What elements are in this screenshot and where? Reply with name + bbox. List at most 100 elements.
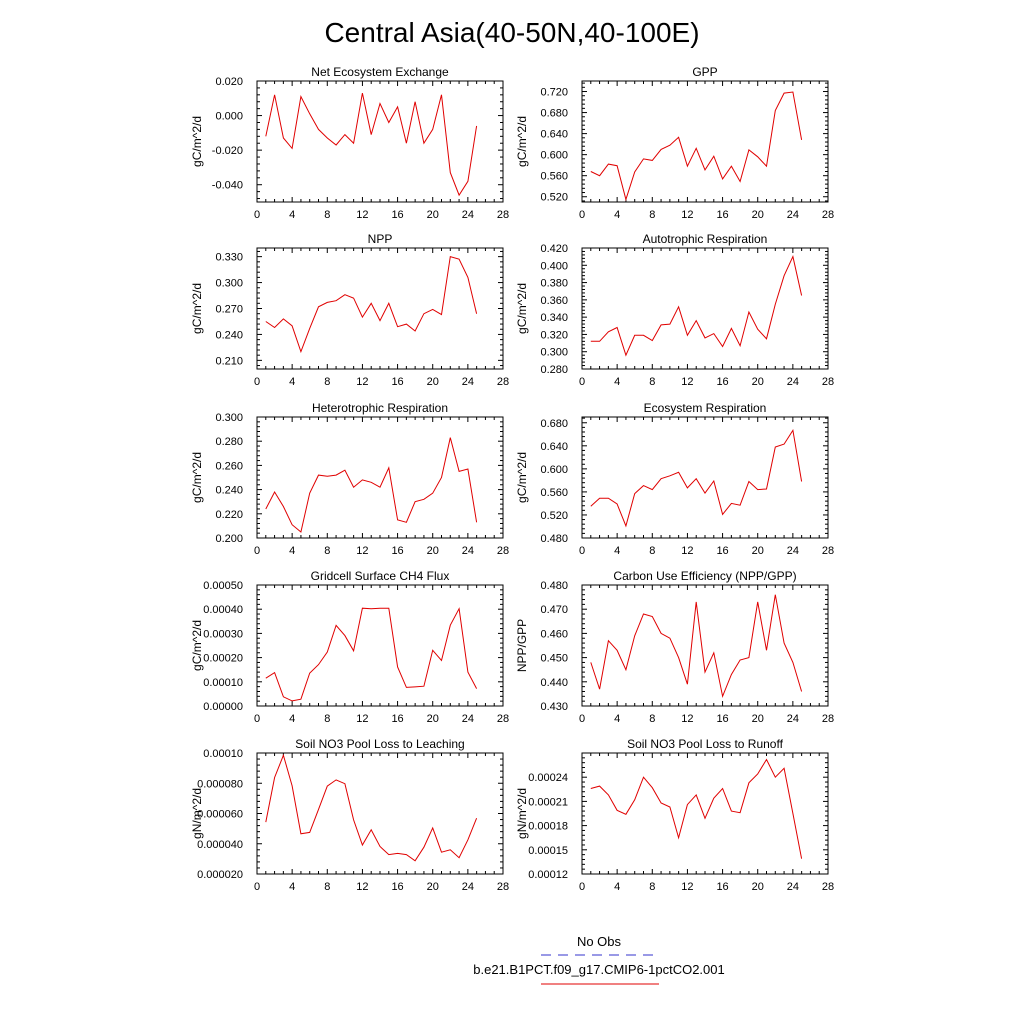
y-tick-label: 0.00024: [528, 772, 568, 784]
y-tick-label: 0.600: [540, 464, 568, 476]
x-tick-label: 12: [356, 545, 368, 557]
series-line-0: [590, 255, 803, 357]
x-tick-label: 28: [497, 376, 509, 388]
x-tick-label: 24: [462, 209, 474, 221]
y-tick-label: 0.000: [215, 111, 243, 123]
series-line-0: [265, 753, 478, 862]
y-tick-label: 0.240: [215, 329, 243, 341]
panel-title: Heterotrophic Respiration: [312, 401, 448, 415]
panel-4: Heterotrophic Respiration gC/m^2/d 0 4 8 12 16…: [190, 401, 509, 557]
x-tick-label: 28: [497, 713, 509, 725]
x-tick-label: 16: [716, 209, 728, 221]
x-tick-label: 0: [254, 881, 260, 893]
plot-frame: [581, 247, 829, 370]
y-tick-label: 0.200: [215, 533, 243, 545]
x-tick-label: 4: [289, 545, 295, 557]
x-tick-label: 4: [614, 209, 620, 221]
y-tick-label: 0.420: [540, 243, 568, 255]
x-tick-label: 20: [752, 209, 764, 221]
x-tick-label: 20: [752, 545, 764, 557]
x-tick-label: 0: [254, 545, 260, 557]
plot-frame: [256, 584, 504, 707]
legend-obs-label: No Obs: [577, 934, 622, 949]
x-tick-label: 8: [324, 209, 330, 221]
x-tick-label: 16: [391, 209, 403, 221]
x-tick-label: 24: [462, 376, 474, 388]
x-tick-label: 20: [752, 881, 764, 893]
y-tick-label: 0.320: [540, 329, 568, 341]
y-tick-label: 0.300: [215, 412, 243, 424]
x-tick-label: 16: [716, 881, 728, 893]
y-tick-label: 0.00012: [528, 869, 568, 881]
y-tick-label: 0.400: [540, 260, 568, 272]
x-tick-label: 4: [289, 881, 295, 893]
y-tick-label: 0.300: [215, 278, 243, 290]
x-tick-label: 24: [787, 713, 799, 725]
panel-title: Net Ecosystem Exchange: [311, 65, 449, 79]
legend-model-label: b.e21.B1PCT.f09_g17.CMIP6-1pctCO2.001: [473, 962, 724, 977]
x-tick-label: 0: [254, 713, 260, 725]
x-tick-label: 0: [579, 209, 585, 221]
x-tick-label: 20: [427, 713, 439, 725]
y-tick-label: 0.000040: [197, 839, 243, 851]
x-tick-label: 24: [787, 209, 799, 221]
y-tick-label: 0.600: [540, 150, 568, 162]
x-tick-label: 16: [391, 881, 403, 893]
y-tick-label: 0.440: [540, 677, 568, 689]
x-tick-label: 0: [579, 545, 585, 557]
x-tick-label: 24: [462, 881, 474, 893]
y-tick-label: 0.00020: [203, 653, 243, 665]
x-tick-label: 4: [614, 545, 620, 557]
x-tick-label: 20: [752, 713, 764, 725]
x-tick-label: 28: [822, 376, 834, 388]
x-tick-label: 0: [579, 881, 585, 893]
x-tick-label: 0: [579, 376, 585, 388]
panel-title: Soil NO3 Pool Loss to Leaching: [295, 737, 464, 751]
x-tick-label: 8: [649, 881, 655, 893]
x-tick-label: 8: [324, 545, 330, 557]
x-tick-label: 4: [614, 376, 620, 388]
y-axis-label: NPP/GPP: [515, 619, 529, 672]
y-tick-label: 0.00010: [203, 677, 243, 689]
y-tick-label: 0.680: [540, 108, 568, 120]
y-tick-label: 0.520: [540, 510, 568, 522]
x-tick-label: 28: [822, 713, 834, 725]
panel-title: Ecosystem Respiration: [644, 401, 767, 415]
y-tick-label: 0.300: [540, 347, 568, 359]
y-tick-label: 0.720: [540, 87, 568, 99]
x-tick-label: 8: [324, 376, 330, 388]
x-tick-label: 16: [716, 545, 728, 557]
x-tick-label: 12: [681, 713, 693, 725]
x-tick-label: 16: [391, 713, 403, 725]
x-tick-label: 8: [649, 209, 655, 221]
y-tick-label: -0.020: [212, 145, 243, 157]
panel-6: Gridcell Surface CH4 Flux gC/m^2/d 0 4 8 12 16…: [190, 569, 509, 725]
y-tick-label: 0.380: [540, 278, 568, 290]
x-tick-label: 24: [462, 713, 474, 725]
x-tick-label: 12: [356, 209, 368, 221]
x-tick-label: 28: [822, 209, 834, 221]
x-tick-label: 20: [752, 376, 764, 388]
y-tick-label: 0.00015: [528, 845, 568, 857]
y-tick-label: 0.210: [215, 355, 243, 367]
y-tick-label: 0.00030: [203, 628, 243, 640]
x-tick-label: 16: [716, 713, 728, 725]
y-tick-label: 0.020: [215, 76, 243, 88]
x-tick-label: 20: [427, 881, 439, 893]
y-axis-label: gN/m^2/d: [190, 788, 204, 839]
x-tick-label: 28: [822, 881, 834, 893]
x-tick-label: 28: [497, 881, 509, 893]
x-tick-label: 20: [427, 209, 439, 221]
panel-title: Gridcell Surface CH4 Flux: [311, 569, 450, 583]
series-line-0: [265, 92, 478, 197]
x-tick-label: 28: [497, 209, 509, 221]
y-tick-label: 0.640: [540, 441, 568, 453]
y-tick-label: -0.040: [212, 180, 243, 192]
x-tick-label: 8: [324, 881, 330, 893]
y-axis-label: gC/m^2/d: [515, 283, 529, 334]
y-tick-label: 0.00000: [203, 701, 243, 713]
x-tick-label: 24: [787, 376, 799, 388]
x-tick-label: 12: [356, 713, 368, 725]
y-axis-label: gC/m^2/d: [190, 116, 204, 167]
x-tick-label: 4: [289, 209, 295, 221]
